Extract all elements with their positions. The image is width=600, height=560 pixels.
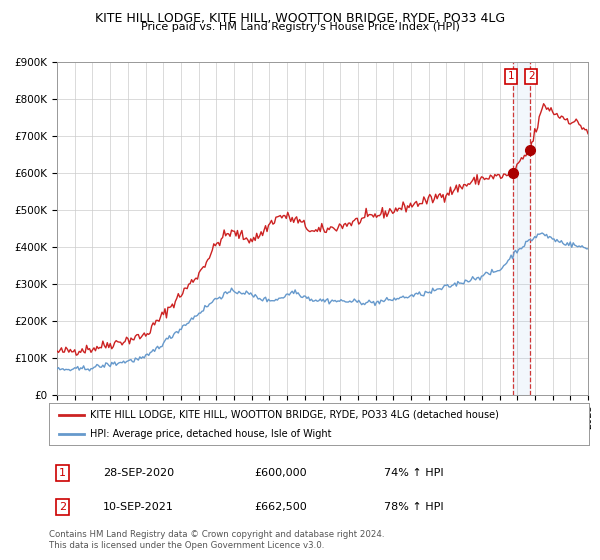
Text: 28-SEP-2020: 28-SEP-2020 <box>103 468 175 478</box>
Text: 2: 2 <box>59 502 66 512</box>
Text: 1: 1 <box>59 468 66 478</box>
Text: Contains HM Land Registry data © Crown copyright and database right 2024.
This d: Contains HM Land Registry data © Crown c… <box>49 530 385 550</box>
Bar <box>513 62 530 395</box>
Text: 2: 2 <box>528 72 535 81</box>
Text: KITE HILL LODGE, KITE HILL, WOOTTON BRIDGE, RYDE, PO33 4LG (detached house): KITE HILL LODGE, KITE HILL, WOOTTON BRID… <box>90 409 499 419</box>
Text: £662,500: £662,500 <box>254 502 307 512</box>
Text: 74% ↑ HPI: 74% ↑ HPI <box>384 468 443 478</box>
Text: £600,000: £600,000 <box>254 468 307 478</box>
Text: 10-SEP-2021: 10-SEP-2021 <box>103 502 174 512</box>
Text: Price paid vs. HM Land Registry's House Price Index (HPI): Price paid vs. HM Land Registry's House … <box>140 22 460 32</box>
Text: 78% ↑ HPI: 78% ↑ HPI <box>384 502 443 512</box>
Text: HPI: Average price, detached house, Isle of Wight: HPI: Average price, detached house, Isle… <box>90 429 331 439</box>
Text: KITE HILL LODGE, KITE HILL, WOOTTON BRIDGE, RYDE, PO33 4LG: KITE HILL LODGE, KITE HILL, WOOTTON BRID… <box>95 12 505 25</box>
Text: 1: 1 <box>508 72 515 81</box>
